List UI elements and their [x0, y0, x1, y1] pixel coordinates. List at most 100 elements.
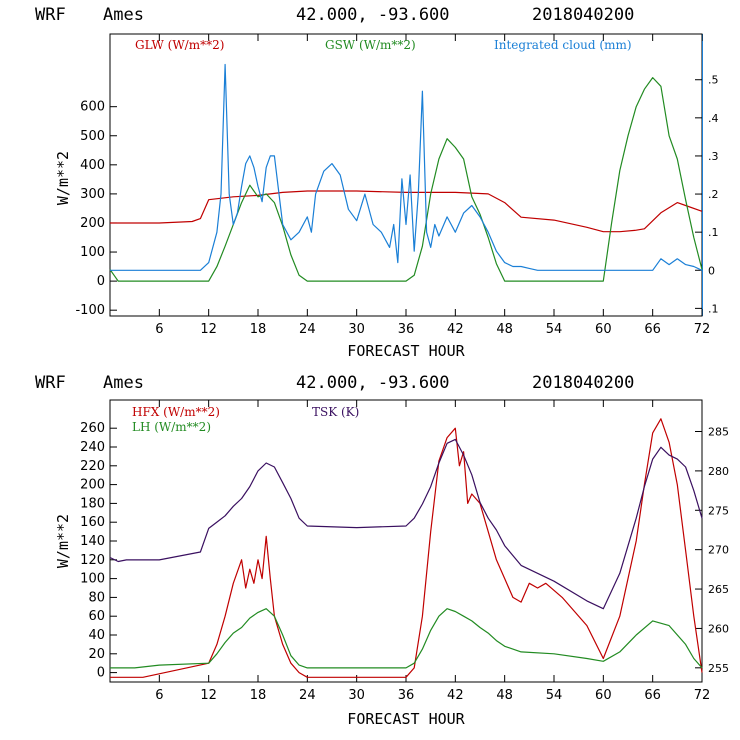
top-y2tick-label: .5 [708, 74, 719, 87]
bottom-ytick-label: 260 [80, 421, 105, 436]
bottom-ytick-label: 160 [80, 515, 105, 530]
top-ytick-label: 500 [80, 129, 105, 144]
top-xtick-label: 18 [250, 322, 267, 337]
top-series-line-glw [110, 190, 703, 233]
top-series-group [109, 63, 703, 282]
top-ytick-label: 200 [80, 216, 105, 231]
bottom-y2tick-label: 285 [708, 426, 729, 439]
top-header-model: WRF [35, 5, 66, 25]
top-header-coords: 42.000, -93.600 [296, 5, 450, 25]
bottom-xtick-label: 54 [546, 688, 563, 703]
bottom-header: WRF Ames 42.000, -93.600 2018040200 [35, 373, 634, 393]
bottom-xtick-label: 12 [200, 688, 217, 703]
top-xtick-label: 30 [348, 322, 365, 337]
bottom-ytick-label: 20 [88, 647, 105, 662]
top-xtick-label: 66 [644, 322, 661, 337]
bottom-series-group [109, 418, 703, 678]
top-y2tick-label: .3 [708, 150, 719, 163]
bottom-y2tick-label: 265 [708, 583, 729, 596]
bottom-xtick-label: 24 [299, 688, 316, 703]
top-plot-frame [109, 33, 703, 317]
bottom-xtick-label: 60 [595, 688, 612, 703]
top-ylabel: W/m**2 [54, 151, 72, 205]
bottom-plot-frame [109, 399, 703, 683]
top-xtick-label: 54 [546, 322, 563, 337]
legend-glw: GLW (W/m**2) [135, 38, 224, 52]
bottom-xtick-label: 30 [348, 688, 365, 703]
top-y2tick-label: 0 [708, 264, 715, 277]
bottom-ytick-label: 80 [88, 590, 105, 605]
legend-cloud: Integrated cloud (mm) [494, 38, 632, 52]
bottom-xtick-label: 48 [496, 688, 513, 703]
bottom-ytick-label: 120 [80, 553, 105, 568]
bottom-ytick-label: 40 [88, 628, 105, 643]
top-ytick-label: 600 [80, 100, 105, 115]
top-series-line-gsw [109, 77, 703, 282]
top-header: WRF Ames 42.000, -93.600 2018040200 [35, 5, 634, 25]
top-ytick-label: 100 [80, 245, 105, 260]
top-y2tick-label: .4 [708, 112, 719, 125]
top-right-axis-line [702, 34, 703, 316]
top-xtick-label: 36 [398, 322, 415, 337]
top-xlabel: FORECAST HOUR [347, 342, 465, 360]
bottom-xtick-label: 42 [447, 688, 464, 703]
bottom-ytick-label: 180 [80, 496, 105, 511]
bottom-xtick-label: 66 [644, 688, 661, 703]
top-ytick-label: -100 [75, 303, 105, 318]
top-legend: GLW (W/m**2) GSW (W/m**2) Integrated clo… [135, 38, 632, 52]
bottom-right-ticks: 255 260 265 270 275 280 285 [695, 426, 729, 675]
bottom-header-run: 2018040200 [532, 373, 634, 393]
legend-tsk: TSK (K) [312, 405, 359, 419]
bottom-y2tick-label: 280 [708, 465, 729, 478]
bottom-ylabel: W/m**2 [54, 514, 72, 568]
top-header-run: 2018040200 [532, 5, 634, 25]
top-xtick-label: 72 [694, 322, 711, 337]
top-right-ticks: .1 0 .1 .2 .3 .4 .5 [695, 74, 719, 315]
bottom-y2tick-label: 255 [708, 662, 729, 675]
top-xtick-label: 48 [496, 322, 513, 337]
bottom-ytick-label: 200 [80, 478, 105, 493]
top-ytick-label: 300 [80, 187, 105, 202]
top-xtick-label: 60 [595, 322, 612, 337]
bottom-header-site: Ames [103, 373, 144, 393]
top-xtick-label: 12 [200, 322, 217, 337]
top-series-line-integrated [110, 63, 703, 271]
bottom-ytick-label: 100 [80, 572, 105, 587]
legend-hfx: HFX (W/m**2) [132, 405, 220, 419]
bottom-ytick-label: 0 [97, 666, 105, 681]
bottom-xlabel: FORECAST HOUR [347, 710, 465, 728]
bottom-ytick-label: 240 [80, 440, 105, 455]
bottom-xtick-label: 18 [250, 688, 267, 703]
bottom-xtick-label: 6 [155, 688, 163, 703]
top-ytick-label: 400 [80, 158, 105, 173]
top-ytick-label: 0 [97, 274, 105, 289]
top-xtick-label: 42 [447, 322, 464, 337]
top-header-site: Ames [103, 5, 144, 25]
bottom-y2tick-label: 260 [708, 622, 729, 635]
top-y2tick-label: .1 [708, 226, 719, 239]
legend-lh: LH (W/m**2) [132, 420, 211, 434]
top-x-ticks: 6 12 18 24 30 36 42 48 54 60 66 72 [155, 34, 710, 337]
top-y2tick-label: .2 [708, 188, 719, 201]
bottom-series-line-lh [110, 608, 703, 669]
top-xtick-label: 24 [299, 322, 316, 337]
bottom-header-model: WRF [35, 373, 66, 393]
bottom-y2tick-label: 275 [708, 504, 729, 517]
bottom-series-line-hfx [110, 418, 703, 678]
bottom-ytick-label: 140 [80, 534, 105, 549]
bottom-header-coords: 42.000, -93.600 [296, 373, 450, 393]
bottom-y2tick-label: 270 [708, 544, 729, 557]
bottom-ytick-label: 220 [80, 459, 105, 474]
top-left-ticks: -100 0 100 200 300 400 500 600 [75, 100, 117, 318]
bottom-xtick-label: 72 [694, 688, 711, 703]
top-y2tick-label: .1 [708, 302, 719, 315]
bottom-series-line-tsk [109, 438, 703, 610]
bottom-x-ticks: 6 12 18 24 30 36 42 48 54 60 66 72 [155, 400, 710, 703]
legend-gsw: GSW (W/m**2) [325, 38, 416, 52]
bottom-left-ticks: 0 20 40 60 80 100 120 140 160 180 200 220 240 260 [80, 421, 117, 681]
bottom-ytick-label: 60 [88, 609, 105, 624]
bottom-xtick-label: 36 [398, 688, 415, 703]
bottom-legend: HFX (W/m**2) LH (W/m**2) TSK (K) [132, 405, 359, 434]
